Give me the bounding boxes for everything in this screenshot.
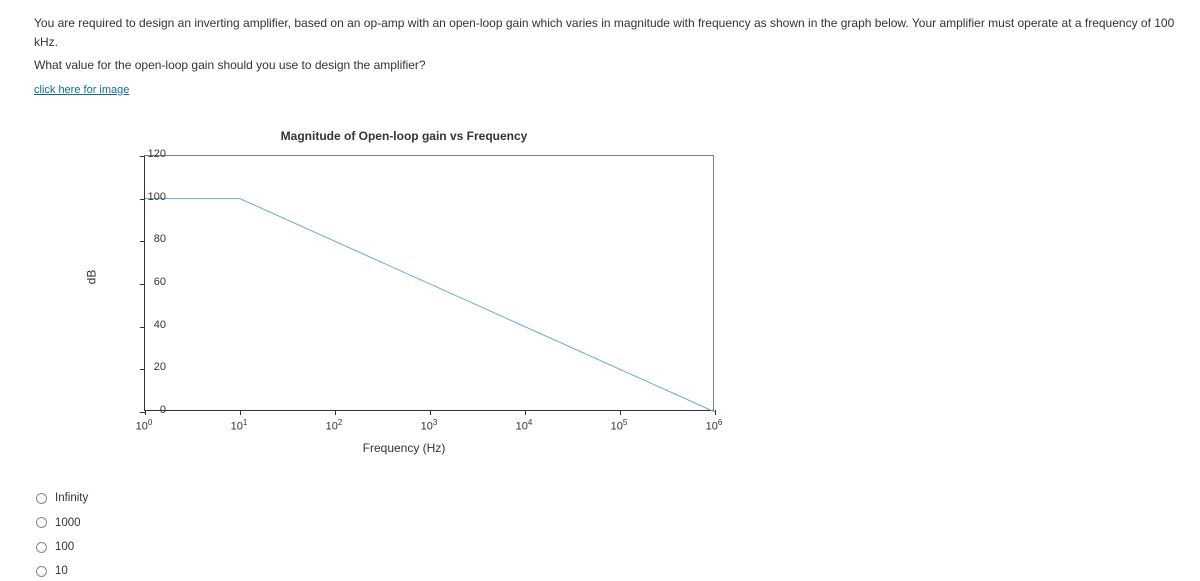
x-tick-label: 104: [516, 417, 533, 436]
y-axis-label: dB: [82, 270, 101, 285]
answer-options: Infinity 1000 100 10: [36, 489, 1180, 581]
radio-icon[interactable]: [36, 517, 47, 528]
answer-option[interactable]: 1000: [36, 514, 1180, 532]
question-text: You are required to design an inverting …: [34, 14, 1180, 76]
answer-option-label: 1000: [55, 514, 81, 532]
y-tick-label: 80: [126, 232, 166, 250]
answer-option[interactable]: Infinity: [36, 489, 1180, 507]
x-tick-label: 105: [611, 417, 628, 436]
x-tick: [430, 410, 431, 415]
x-tick: [240, 410, 241, 415]
answer-option[interactable]: 10: [36, 562, 1180, 580]
answer-option-label: 10: [55, 562, 68, 580]
image-link[interactable]: click here for image: [34, 84, 129, 96]
question-line-2: What value for the open-loop gain should…: [34, 56, 1180, 75]
radio-icon[interactable]: [36, 542, 47, 553]
x-tick: [715, 410, 716, 415]
x-tick: [335, 410, 336, 415]
y-tick-label: 120: [126, 146, 166, 164]
x-tick-label: 101: [231, 417, 248, 436]
question-page: You are required to design an inverting …: [0, 0, 1200, 542]
radio-icon[interactable]: [36, 493, 47, 504]
answer-option[interactable]: 100: [36, 538, 1180, 556]
y-tick-label: 20: [126, 360, 166, 378]
x-tick-label: 106: [706, 417, 723, 436]
x-tick-label: 103: [421, 417, 438, 436]
x-tick-label: 102: [326, 417, 343, 436]
y-tick-label: 40: [126, 317, 166, 335]
answer-option-label: Infinity: [55, 489, 88, 507]
gain-vs-frequency-chart: Magnitude of Open-loop gain vs Frequency…: [64, 127, 744, 447]
x-tick: [620, 410, 621, 415]
chart-title: Magnitude of Open-loop gain vs Frequency: [64, 127, 744, 146]
y-tick-label: 100: [126, 189, 166, 207]
x-tick: [525, 410, 526, 415]
chart-plot-area: [144, 155, 714, 411]
radio-icon[interactable]: [36, 566, 47, 577]
x-tick-label: 100: [136, 417, 153, 436]
question-line-1: You are required to design an inverting …: [34, 14, 1180, 52]
x-axis-label: Frequency (Hz): [64, 439, 744, 458]
answer-option-label: 100: [55, 538, 74, 556]
y-tick-label: 60: [126, 274, 166, 292]
chart-line: [145, 156, 715, 412]
